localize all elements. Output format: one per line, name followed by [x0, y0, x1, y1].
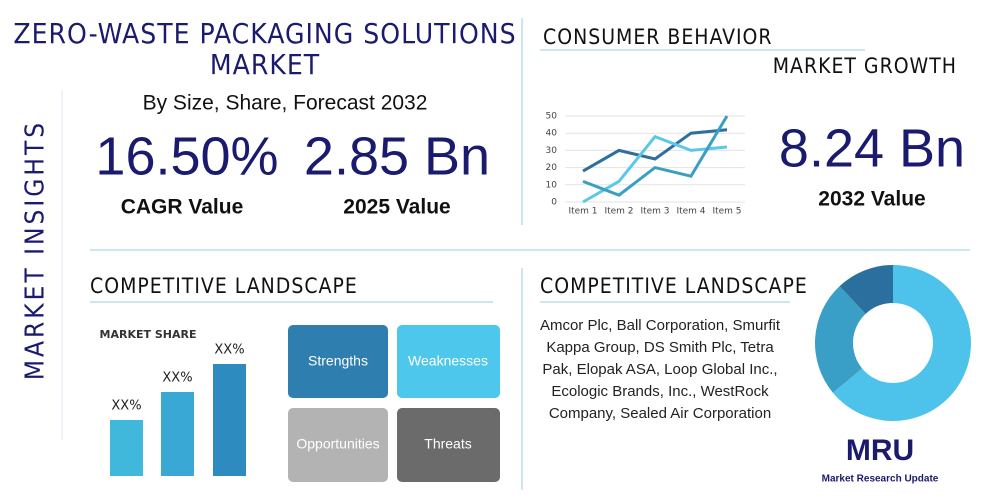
y-tick-label: 30 [546, 146, 558, 156]
x-tick-label: Item 5 [712, 207, 741, 217]
bar [161, 392, 194, 476]
swot-box [397, 408, 500, 482]
stat-label: 2032 Value [818, 188, 925, 211]
y-tick-label: 50 [546, 112, 558, 122]
x-tick-label: Item 4 [676, 207, 705, 217]
title: MARKET [210, 48, 320, 81]
stat-label: 2025 Value [343, 196, 450, 219]
y-tick-label: 40 [546, 129, 558, 139]
chart-title: MARKET SHARE [100, 328, 197, 341]
swot-label: Strengths [308, 353, 368, 369]
section-title: MARKET GROWTH [773, 54, 957, 78]
bar [110, 420, 143, 476]
subtitle: By Size, Share, Forecast 2032 [143, 92, 428, 115]
swot-box [397, 325, 500, 398]
swot-box [288, 325, 388, 398]
company-list: Amcor Plc, Ball Corporation, Smurfit Kap… [539, 317, 781, 422]
side-label: MARKET INSIGHTS [21, 120, 51, 380]
value-label: XX% [111, 399, 141, 414]
section-title: CONSUMER BEHAVIOR [543, 25, 773, 49]
y-tick-label: 0 [551, 198, 557, 208]
section-title: COMPETITIVE LANDSCAPE [90, 274, 358, 298]
logo-mark: MRU [846, 434, 914, 467]
stat-value: 8.24 Bn [779, 118, 965, 178]
y-tick-label: 20 [546, 163, 558, 173]
logo-name: Market Research Update [822, 474, 939, 485]
title: ZERO-WASTE PACKAGING SOLUTIONS [13, 17, 516, 50]
donut-slice [815, 286, 866, 393]
swot-box [288, 408, 388, 482]
x-tick-label: Item 1 [568, 207, 597, 217]
series-line [582, 134, 728, 204]
x-tick-label: Item 2 [604, 207, 633, 217]
series-line [582, 115, 729, 197]
stat-label: CAGR Value [121, 196, 244, 219]
y-tick-label: 10 [546, 180, 558, 190]
x-tick-label: Item 3 [640, 207, 669, 217]
value-label: XX% [214, 343, 244, 358]
stat-value: 2.85 Bn [304, 126, 490, 186]
swot-label: Weaknesses [408, 353, 488, 369]
swot-label: Threats [424, 436, 471, 452]
stat-value: 16.50% [95, 126, 278, 186]
bar [213, 364, 246, 476]
donut-slice [832, 265, 971, 421]
donut-slice [839, 265, 893, 314]
swot-label: Opportunities [296, 436, 379, 452]
series-line [582, 128, 728, 173]
value-label: XX% [162, 371, 192, 386]
section-title: COMPETITIVE LANDSCAPE [540, 274, 808, 298]
